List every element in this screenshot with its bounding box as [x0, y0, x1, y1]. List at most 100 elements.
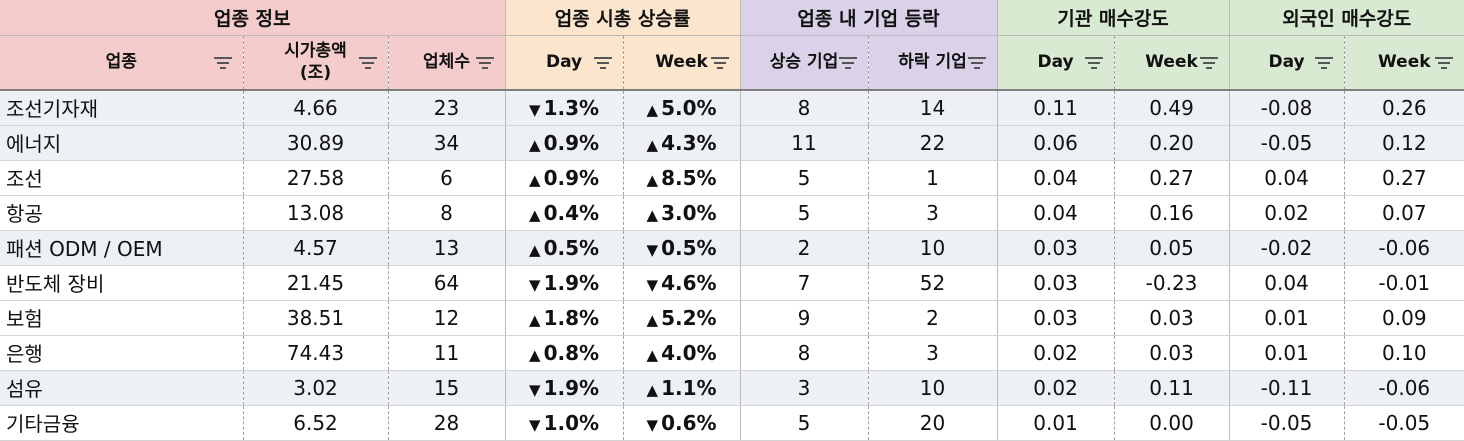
triangle-up-icon: ▲ — [646, 345, 659, 364]
institution-week-cell: 0.03 — [1114, 300, 1230, 336]
sector-name-cell: 에너지 — [0, 125, 244, 161]
column-header-row: 업종 시가총액 (조) 업체수 Day Week 상승 기업 하락 기업 Day Week Day W… — [0, 35, 1464, 91]
rising-companies-cell: 2 — [740, 230, 869, 266]
filter-icon[interactable] — [1434, 54, 1454, 70]
foreign-week-cell: -0.06 — [1344, 230, 1464, 266]
sector-name-cell: 섬유 — [0, 370, 244, 406]
sector-name-cell: 조선 — [0, 160, 244, 196]
percent-value: 1.0% — [543, 410, 600, 435]
company-count-cell: 13 — [388, 230, 506, 266]
market-cap-cell: 74.43 — [243, 335, 389, 371]
col-sector-header: 업종 — [0, 35, 244, 91]
company-count-cell: 28 — [388, 405, 506, 441]
rising-companies-cell: 5 — [740, 160, 869, 196]
institution-week-cell: 0.05 — [1114, 230, 1230, 266]
foreign-day-cell: 0.04 — [1229, 265, 1345, 301]
company-count-cell: 64 — [388, 265, 506, 301]
table-row[interactable]: 보험 38.51 12 ▲ 1.8% ▲ 5.2% 9 2 0.03 0.03 0.01 0.09 — [0, 300, 1464, 336]
foreign-day-cell: -0.05 — [1229, 405, 1345, 441]
filter-icon[interactable] — [213, 54, 233, 70]
table-row[interactable]: 조선기자재 4.66 23 ▼ 1.3% ▲ 5.0% 8 14 0.11 0.49 -0.08 0.2… — [0, 90, 1464, 126]
mcap-week-cell: ▲ 8.5% — [623, 160, 741, 196]
percent-value: 1.1% — [661, 375, 717, 400]
institution-week-cell: 0.20 — [1114, 125, 1230, 161]
rising-companies-cell: 5 — [740, 405, 869, 441]
institution-day-cell: 0.04 — [997, 160, 1115, 196]
percent-value: 1.3% — [543, 95, 600, 120]
sector-name-cell: 조선기자재 — [0, 90, 244, 126]
falling-companies-cell: 20 — [868, 405, 998, 441]
market-cap-cell: 4.57 — [243, 230, 389, 266]
filter-icon[interactable] — [1314, 54, 1334, 70]
institution-week-cell: 0.00 — [1114, 405, 1230, 441]
table-row[interactable]: 섬유 3.02 15 ▼ 1.9% ▲ 1.1% 3 10 0.02 0.11 -0.11 -0.06 — [0, 370, 1464, 406]
company-count-cell: 12 — [388, 300, 506, 336]
column-header-label: Day — [1037, 52, 1074, 73]
filter-icon[interactable] — [475, 54, 495, 70]
percent-value: 0.9% — [543, 130, 600, 155]
col-mcap-week-header: Week — [623, 35, 741, 91]
column-header-label: 업체수 — [423, 52, 470, 73]
mcap-day-cell: ▲ 0.9% — [505, 160, 624, 196]
mcap-week-cell: ▲ 4.3% — [623, 125, 741, 161]
percent-value: 4.6% — [661, 270, 717, 295]
mcap-week-cell: ▼ 4.6% — [623, 265, 741, 301]
foreign-day-cell: -0.08 — [1229, 90, 1345, 126]
table-row[interactable]: 패션 ODM / OEM 4.57 13 ▲ 0.5% ▼ 0.5% 2 10 0.03 0.05-… — [0, 230, 1464, 266]
filter-icon[interactable] — [1199, 54, 1219, 70]
sector-name-cell: 반도체 장비 — [0, 265, 244, 301]
mcap-week-cell: ▲ 5.0% — [623, 90, 741, 126]
triangle-up-icon: ▲ — [529, 205, 541, 224]
market-cap-cell: 13.08 — [243, 195, 389, 231]
filter-icon[interactable] — [1084, 54, 1104, 70]
mcap-day-cell: ▼ 1.3% — [505, 90, 624, 126]
foreign-week-cell: 0.09 — [1344, 300, 1464, 336]
foreign-day-cell: -0.02 — [1229, 230, 1345, 266]
foreign-day-cell: -0.11 — [1229, 370, 1345, 406]
table-row[interactable]: 반도체 장비 21.45 64 ▼ 1.9% ▼ 4.6% 7 52 0.03 -0.23 0.04-… — [0, 265, 1464, 301]
institution-week-cell: 0.49 — [1114, 90, 1230, 126]
foreign-week-cell: -0.05 — [1344, 405, 1464, 441]
rising-companies-cell: 8 — [740, 335, 869, 371]
percent-value: 4.0% — [661, 340, 717, 365]
percent-value: 0.6% — [661, 410, 717, 435]
mcap-week-cell: ▲ 4.0% — [623, 335, 741, 371]
table-row[interactable]: 조선 27.58 6 ▲ 0.9% ▲ 8.5% 5 1 0.04 0.27 0.04 0.27 — [0, 160, 1464, 196]
market-cap-cell: 21.45 — [243, 265, 389, 301]
triangle-up-icon: ▲ — [529, 135, 541, 154]
institution-week-cell: 0.03 — [1114, 335, 1230, 371]
institution-day-cell: 0.03 — [997, 230, 1115, 266]
institution-week-cell: -0.23 — [1114, 265, 1230, 301]
triangle-down-icon: ▼ — [529, 415, 541, 434]
filter-icon[interactable] — [358, 54, 378, 70]
filter-icon[interactable] — [593, 54, 613, 70]
percent-value: 1.8% — [543, 305, 600, 330]
market-cap-cell: 38.51 — [243, 300, 389, 336]
table-row[interactable]: 기타금융 6.52 28 ▼ 1.0% ▼ 0.6% 5 20 0.01 0.00 -0.05 -0.0… — [0, 405, 1464, 441]
filter-icon[interactable] — [967, 54, 987, 70]
column-header-label: 하락 기업 — [898, 52, 967, 73]
foreign-day-cell: 0.04 — [1229, 160, 1345, 196]
mcap-week-cell: ▲ 3.0% — [623, 195, 741, 231]
institution-week-cell: 0.27 — [1114, 160, 1230, 196]
company-count-cell: 34 — [388, 125, 506, 161]
percent-value: 8.5% — [661, 165, 717, 190]
column-header-label: Day — [1268, 52, 1305, 73]
market-cap-cell: 27.58 — [243, 160, 389, 196]
table-row[interactable]: 항공 13.08 8 ▲ 0.4% ▲ 3.0% 5 3 0.04 0.16 0.02 0.07 — [0, 195, 1464, 231]
table-row[interactable]: 은행 74.43 11 ▲ 0.8% ▲ 4.0% 8 3 0.02 0.03 0.01 0.10 — [0, 335, 1464, 371]
filter-icon[interactable] — [838, 54, 858, 70]
table-row[interactable]: 에너지 30.89 34 ▲ 0.9% ▲ 4.3% 11 22 0.06 0.20 -0.05 0.1… — [0, 125, 1464, 161]
sector-name-cell: 보험 — [0, 300, 244, 336]
group-company-movers: 업종 내 기업 등락 — [740, 0, 998, 36]
rising-companies-cell: 7 — [740, 265, 869, 301]
percent-value: 0.9% — [543, 165, 600, 190]
group-mcap-change: 업종 시총 상승률 — [505, 0, 741, 36]
group-header-row: 업종 정보 업종 시총 상승률 업종 내 기업 등락 기관 매수강도 외국인 매… — [0, 0, 1464, 36]
filter-icon[interactable] — [710, 54, 730, 70]
sector-name-cell: 패션 ODM / OEM — [0, 230, 244, 266]
foreign-week-cell: -0.06 — [1344, 370, 1464, 406]
triangle-up-icon: ▲ — [529, 170, 541, 189]
market-cap-cell: 3.02 — [243, 370, 389, 406]
triangle-up-icon: ▲ — [529, 310, 541, 329]
